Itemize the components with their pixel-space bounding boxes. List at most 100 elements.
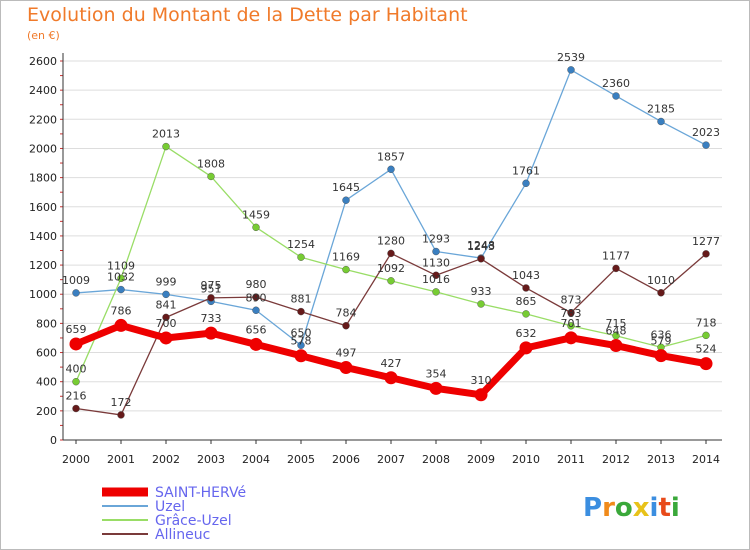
legend-label: Allineuc bbox=[155, 527, 210, 543]
legend-label: Uzel bbox=[155, 499, 185, 515]
data-point bbox=[117, 274, 125, 283]
data-label: 1645 bbox=[332, 181, 360, 194]
x-tick-label: 2010 bbox=[512, 453, 540, 466]
data-point bbox=[564, 331, 578, 345]
data-point bbox=[387, 277, 395, 285]
data-point bbox=[114, 318, 128, 332]
data-point bbox=[297, 341, 305, 349]
x-tick-label: 2003 bbox=[197, 453, 225, 466]
data-point bbox=[387, 249, 395, 258]
y-tick-label: 600 bbox=[36, 347, 57, 360]
data-point bbox=[567, 322, 575, 330]
data-point bbox=[339, 361, 353, 375]
y-tick-label: 1000 bbox=[29, 288, 57, 301]
data-label: 841 bbox=[156, 298, 177, 311]
data-label: 783 bbox=[561, 307, 582, 320]
data-label: 354 bbox=[426, 367, 447, 380]
data-label: 216 bbox=[66, 390, 87, 403]
data-point bbox=[477, 300, 485, 308]
logo-letter: o bbox=[615, 493, 633, 523]
x-tick-label: 2006 bbox=[332, 453, 360, 466]
x-tick-label: 2013 bbox=[647, 453, 675, 466]
data-label: 659 bbox=[66, 323, 87, 336]
data-label: 701 bbox=[561, 317, 582, 330]
series-0 bbox=[69, 318, 713, 402]
data-label: 648 bbox=[606, 325, 627, 338]
data-label: 881 bbox=[291, 293, 312, 306]
logo-letter: t bbox=[658, 493, 670, 523]
y-tick-label: 800 bbox=[36, 317, 57, 330]
data-point bbox=[384, 371, 398, 385]
data-point bbox=[72, 404, 80, 413]
data-point bbox=[699, 357, 713, 371]
data-point bbox=[72, 377, 80, 386]
data-label: 400 bbox=[66, 363, 87, 376]
data-label: 1277 bbox=[692, 235, 720, 248]
data-label: 1009 bbox=[62, 274, 90, 287]
data-label: 1043 bbox=[512, 269, 540, 282]
data-point bbox=[657, 117, 665, 126]
data-point bbox=[252, 223, 260, 232]
data-point bbox=[432, 271, 440, 279]
data-point bbox=[162, 290, 170, 299]
data-label: 718 bbox=[696, 316, 717, 329]
y-tick-label: 1800 bbox=[29, 172, 57, 185]
y-tick-label: 2200 bbox=[29, 113, 57, 126]
x-tick-label: 2005 bbox=[287, 453, 315, 466]
data-label: 1808 bbox=[197, 157, 225, 170]
data-label: 2360 bbox=[602, 77, 630, 90]
series-3 bbox=[72, 249, 710, 419]
x-tick-label: 2000 bbox=[62, 453, 90, 466]
data-label: 975 bbox=[201, 279, 222, 292]
data-label: 1016 bbox=[422, 273, 450, 286]
data-point bbox=[204, 326, 218, 340]
data-point bbox=[159, 331, 173, 345]
data-label: 980 bbox=[246, 278, 267, 291]
data-label: 1857 bbox=[377, 150, 405, 163]
series-group bbox=[69, 66, 713, 419]
data-point bbox=[567, 309, 575, 317]
data-label: 890 bbox=[246, 291, 267, 304]
data-label: 1092 bbox=[377, 262, 405, 275]
data-point bbox=[702, 250, 710, 258]
data-label: 2023 bbox=[692, 126, 720, 139]
y-tick-label: 2000 bbox=[29, 142, 57, 155]
data-label: 172 bbox=[111, 396, 132, 409]
data-point bbox=[519, 341, 533, 355]
proxiti-logo: Proxiti bbox=[583, 493, 680, 523]
data-point bbox=[252, 293, 260, 301]
x-tick-label: 2002 bbox=[152, 453, 180, 466]
data-labels: 659 786 700 733 656 578 497 427 354 310 632 701 648 5… bbox=[62, 51, 720, 409]
chart-title: Evolution du Montant de la Dette par Hab… bbox=[27, 4, 468, 26]
x-tick-label: 2008 bbox=[422, 453, 450, 466]
y-tick-label: 1400 bbox=[29, 230, 57, 243]
data-label: 2539 bbox=[557, 51, 585, 64]
data-point bbox=[612, 92, 620, 100]
data-point bbox=[117, 285, 125, 294]
data-label: 1010 bbox=[647, 274, 675, 287]
data-point bbox=[522, 284, 530, 292]
y-tick-label: 0 bbox=[50, 434, 57, 447]
data-label: 933 bbox=[471, 285, 492, 298]
logo-letter: r bbox=[602, 493, 615, 523]
x-tick-label: 2007 bbox=[377, 453, 405, 466]
data-point bbox=[342, 196, 350, 204]
data-label: 873 bbox=[561, 294, 582, 307]
data-point bbox=[117, 411, 125, 419]
data-point bbox=[162, 142, 170, 151]
data-point bbox=[702, 331, 710, 340]
data-label: 733 bbox=[201, 312, 222, 325]
data-label: 2013 bbox=[152, 128, 180, 141]
logo-letter: P bbox=[583, 493, 602, 523]
data-label: 1177 bbox=[602, 249, 630, 262]
data-point bbox=[297, 307, 305, 316]
data-label: 1243 bbox=[467, 240, 495, 253]
data-point bbox=[702, 141, 710, 149]
data-label: 786 bbox=[111, 304, 132, 317]
data-label: 1280 bbox=[377, 234, 405, 247]
data-label: 636 bbox=[651, 328, 672, 341]
data-point bbox=[657, 289, 665, 297]
data-point bbox=[207, 294, 215, 302]
data-point bbox=[477, 255, 485, 263]
